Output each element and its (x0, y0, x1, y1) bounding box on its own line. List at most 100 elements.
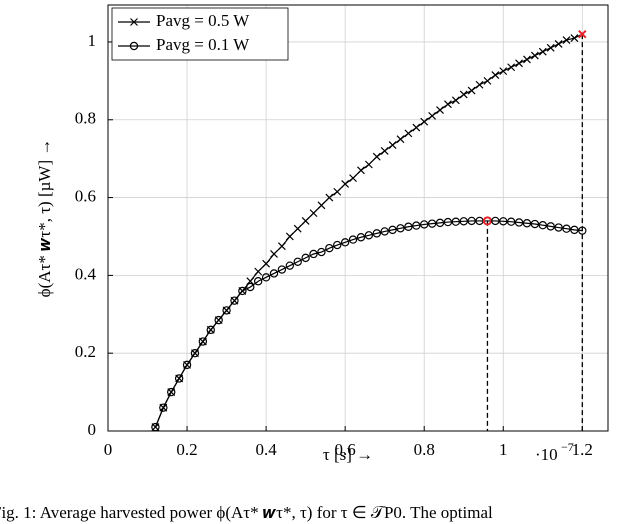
marker (443, 100, 452, 109)
marker (130, 18, 138, 26)
marker (506, 217, 516, 226)
marker (514, 218, 524, 227)
marker (396, 224, 405, 233)
marker (357, 166, 365, 175)
x-tick-label: 0.2 (176, 440, 197, 459)
marker (459, 217, 468, 226)
marker (427, 219, 437, 228)
marker (301, 216, 310, 225)
x-axis-label: τ [s] → (323, 445, 373, 464)
marker (459, 90, 468, 99)
marker (301, 253, 310, 263)
x-tick-label: 0.8 (414, 440, 435, 459)
marker (436, 106, 444, 114)
marker (230, 296, 239, 305)
marker (515, 59, 523, 68)
marker (151, 422, 160, 432)
marker (277, 242, 286, 251)
marker (356, 233, 366, 242)
plot-frame (107, 4, 609, 432)
marker (325, 193, 334, 202)
marker (467, 216, 476, 226)
marker (198, 337, 208, 346)
marker (372, 152, 381, 161)
marker (222, 306, 231, 315)
marker (507, 63, 516, 72)
marker (404, 129, 413, 138)
marker (491, 71, 500, 79)
marker (270, 250, 278, 258)
marker (435, 218, 445, 228)
marker (538, 220, 547, 230)
marker (380, 227, 389, 236)
marker (546, 222, 555, 231)
marker (325, 243, 334, 253)
x-tick-label: 0 (104, 440, 113, 459)
marker (388, 225, 397, 235)
marker (562, 224, 571, 233)
marker (546, 43, 555, 52)
marker (530, 219, 540, 229)
marker (388, 141, 397, 149)
marker (261, 273, 271, 282)
legend-label: Pavg = 0.1 W (156, 35, 250, 54)
marker (380, 146, 389, 155)
marker (269, 269, 279, 278)
marker (522, 219, 532, 228)
marker (412, 221, 421, 230)
marker (246, 277, 255, 286)
marker (499, 217, 508, 226)
marker (309, 249, 318, 259)
marker (428, 111, 437, 120)
marker (317, 201, 326, 210)
marker (412, 123, 421, 132)
y-tick-label: 0.6 (75, 186, 96, 205)
marker (190, 348, 200, 358)
marker (420, 220, 429, 229)
marker (404, 222, 413, 231)
marker (285, 232, 294, 241)
marker (159, 403, 168, 412)
y-tick-label: 0.8 (75, 109, 96, 128)
series-line (154, 33, 583, 428)
caption: Fig. 1: Average harvested power ϕ(Aτ* 𝒘τ… (0, 503, 493, 522)
marker (443, 217, 453, 227)
marker (562, 36, 571, 44)
marker (538, 47, 547, 56)
marker (277, 265, 287, 274)
x-tick-label: 0.6 (335, 440, 356, 459)
marker (570, 34, 579, 42)
marker (253, 277, 263, 286)
marker (364, 160, 373, 169)
marker (341, 180, 350, 188)
marker (285, 261, 295, 270)
marker (554, 223, 563, 232)
marker (475, 80, 484, 89)
legend-label: Pavg = 0.5 W (156, 11, 250, 30)
marker (293, 224, 302, 233)
marker (182, 360, 192, 370)
marker (578, 29, 587, 39)
marker (420, 117, 429, 126)
marker (570, 225, 579, 235)
y-axis-label: ϕ(Aτ* 𝒘τ*, τ) [µW] → (35, 139, 54, 298)
marker (167, 387, 176, 397)
marker (467, 86, 476, 95)
marker (396, 135, 405, 144)
marker (451, 217, 461, 226)
x-tick-label: 0.4 (255, 440, 277, 459)
marker (482, 216, 493, 226)
series-line (154, 220, 583, 428)
x-scale-base: ·10 (535, 445, 558, 464)
y-tick-label: 0.2 (75, 342, 96, 361)
marker (238, 286, 247, 296)
marker (554, 39, 563, 48)
marker (293, 257, 302, 266)
marker (578, 226, 587, 235)
marker (372, 229, 381, 238)
y-tick-label: 1 (88, 31, 97, 50)
marker (530, 51, 539, 60)
marker (491, 216, 500, 226)
